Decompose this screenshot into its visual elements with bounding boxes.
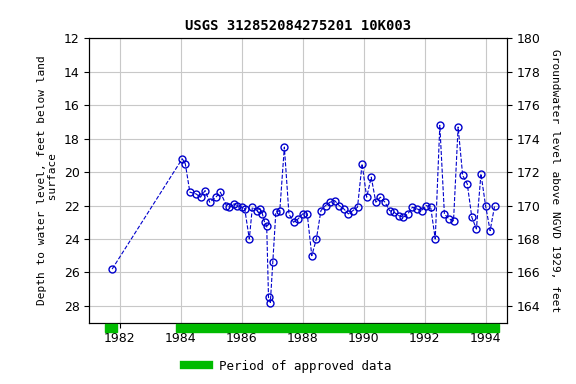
Y-axis label: Depth to water level, feet below land
 surface: Depth to water level, feet below land su… xyxy=(36,56,58,305)
Y-axis label: Groundwater level above NGVD 1929, feet: Groundwater level above NGVD 1929, feet xyxy=(550,49,560,312)
Title: USGS 312852084275201 10K003: USGS 312852084275201 10K003 xyxy=(185,19,411,33)
Legend: Period of approved data: Period of approved data xyxy=(179,355,397,378)
